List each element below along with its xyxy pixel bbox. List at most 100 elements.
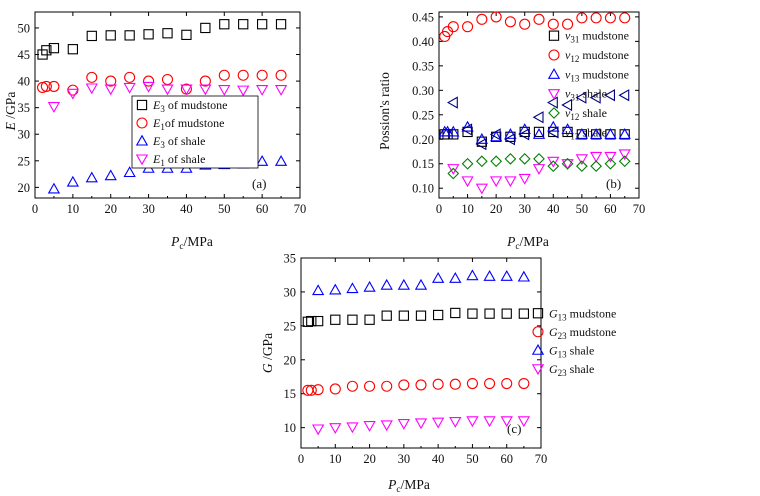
legend-entry: ν13 shale bbox=[565, 125, 607, 141]
data-point bbox=[461, 176, 474, 188]
data-point bbox=[105, 75, 117, 87]
data-point bbox=[562, 18, 574, 30]
data-point bbox=[517, 416, 530, 428]
data-point bbox=[124, 30, 135, 41]
data-point bbox=[86, 71, 98, 83]
data-point bbox=[490, 155, 503, 168]
data-point bbox=[363, 421, 376, 432]
data-point bbox=[504, 16, 516, 28]
data-point bbox=[312, 315, 324, 327]
data-point bbox=[305, 384, 317, 396]
legend-entry: ν12 mudstone bbox=[565, 48, 629, 64]
data-point bbox=[518, 123, 531, 135]
data-point bbox=[67, 84, 79, 96]
series-ν31-shale bbox=[447, 149, 631, 195]
y-tick-label: 35 bbox=[18, 101, 31, 115]
data-point bbox=[575, 160, 588, 173]
data-point bbox=[346, 282, 359, 294]
data-point bbox=[47, 102, 61, 113]
data-point bbox=[237, 85, 250, 97]
data-point bbox=[238, 19, 249, 30]
data-point bbox=[67, 44, 79, 55]
data-point bbox=[604, 128, 617, 139]
x-tick-label: 0 bbox=[436, 202, 442, 216]
data-point bbox=[104, 169, 117, 181]
data-point bbox=[432, 417, 445, 429]
data-point bbox=[533, 13, 545, 25]
data-point bbox=[532, 128, 546, 139]
data-point bbox=[466, 269, 479, 281]
legend-marker bbox=[531, 364, 545, 376]
data-point bbox=[575, 128, 588, 139]
data-point bbox=[200, 22, 211, 34]
legend-marker bbox=[547, 68, 561, 79]
data-point bbox=[461, 157, 474, 170]
legend-entry: ν12 shale bbox=[565, 106, 607, 122]
data-point bbox=[329, 383, 341, 395]
data-point bbox=[381, 310, 392, 321]
data-point bbox=[124, 71, 136, 83]
data-point bbox=[518, 152, 531, 165]
x-tick-label: 40 bbox=[180, 202, 193, 216]
data-point bbox=[547, 160, 560, 173]
data-point bbox=[85, 83, 98, 95]
legend-entry: ν31 shale bbox=[565, 87, 607, 103]
series-e3-of-mudstone bbox=[37, 19, 287, 60]
x-tick-label: 60 bbox=[500, 452, 513, 466]
series-ν12-mudstone bbox=[439, 11, 631, 43]
data-point bbox=[461, 123, 473, 136]
series-ν12-shale bbox=[447, 152, 631, 180]
data-point bbox=[575, 91, 587, 104]
data-point bbox=[490, 176, 503, 188]
legend-entry: E3 of mudstone bbox=[152, 98, 228, 114]
y-axis-label: E /GPa bbox=[3, 92, 18, 132]
chart-panel-3: 0 10 20 30 40 50 60 70 10 15 20 25 30 35 Pc/MPa G /GPa (… bbox=[260, 252, 616, 496]
x-axis-label: Pc/MPa bbox=[170, 234, 213, 252]
data-point bbox=[380, 278, 393, 290]
legend-marker bbox=[135, 154, 149, 166]
data-point bbox=[364, 380, 376, 392]
data-point bbox=[199, 84, 212, 96]
x-tick-label: 30 bbox=[398, 452, 411, 466]
data-point bbox=[462, 21, 474, 33]
data-point bbox=[142, 81, 155, 93]
data-point bbox=[302, 316, 314, 327]
data-point bbox=[415, 379, 427, 391]
data-point bbox=[518, 308, 530, 319]
data-point bbox=[561, 159, 574, 171]
y-tick-label: 0.25 bbox=[412, 108, 434, 122]
data-point bbox=[517, 270, 530, 282]
chart-panel-2: 0 10 20 30 40 50 60 70 0.10 0.15 0.20 0.25 0.30 0.35 0… bbox=[377, 10, 645, 252]
data-point bbox=[143, 75, 155, 87]
x-tick-label: 70 bbox=[633, 202, 646, 216]
data-point bbox=[501, 377, 513, 390]
data-point bbox=[346, 380, 358, 392]
data-point bbox=[432, 309, 444, 321]
x-tick-label: 20 bbox=[104, 202, 117, 216]
data-point bbox=[47, 182, 61, 194]
data-point bbox=[66, 175, 79, 187]
data-point bbox=[364, 314, 375, 325]
x-tick-label: 50 bbox=[218, 202, 231, 216]
data-point bbox=[547, 120, 560, 132]
data-point bbox=[105, 30, 116, 41]
data-point bbox=[618, 89, 630, 102]
y-tick-label: 30 bbox=[284, 285, 297, 299]
legend-marker bbox=[531, 343, 545, 355]
data-point bbox=[518, 173, 531, 185]
data-point bbox=[504, 176, 517, 188]
data-point bbox=[218, 69, 230, 81]
data-point bbox=[504, 152, 517, 165]
x-tick-label: 60 bbox=[604, 202, 617, 216]
data-point bbox=[489, 128, 501, 141]
data-point bbox=[519, 18, 531, 30]
data-point bbox=[561, 123, 574, 135]
data-point bbox=[40, 80, 52, 92]
data-point bbox=[275, 69, 287, 81]
data-point bbox=[432, 378, 444, 390]
y-tick-label: 0.15 bbox=[412, 157, 434, 171]
data-point bbox=[414, 418, 428, 430]
data-point bbox=[546, 96, 558, 109]
y-tick-label: 20 bbox=[284, 353, 297, 367]
